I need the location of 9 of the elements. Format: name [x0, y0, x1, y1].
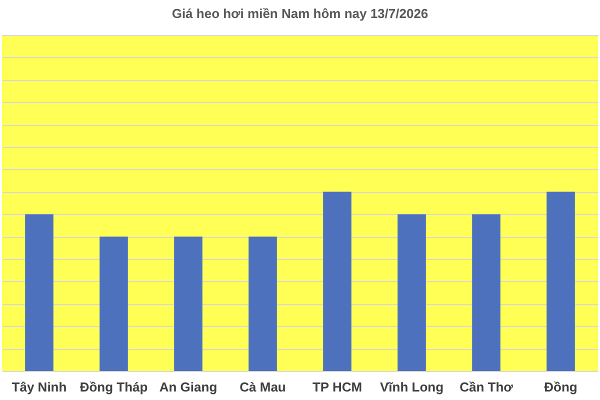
x-tick-label: Cà Mau	[240, 380, 286, 394]
x-tick-label: Đồng	[544, 380, 578, 394]
x-tick-label: Đồng Tháp	[80, 380, 148, 394]
x-tick-label: Tây Ninh	[12, 380, 67, 394]
x-tick-label: Vĩnh Long	[380, 380, 444, 394]
chart-title: Giá heo hơi miền Nam hôm nay 13/7/2026	[172, 6, 428, 21]
x-tick-label: Cần Thơ	[460, 380, 514, 394]
x-tick-label: TP HCM	[312, 380, 362, 394]
x-tick-label: An Giang	[159, 380, 218, 394]
